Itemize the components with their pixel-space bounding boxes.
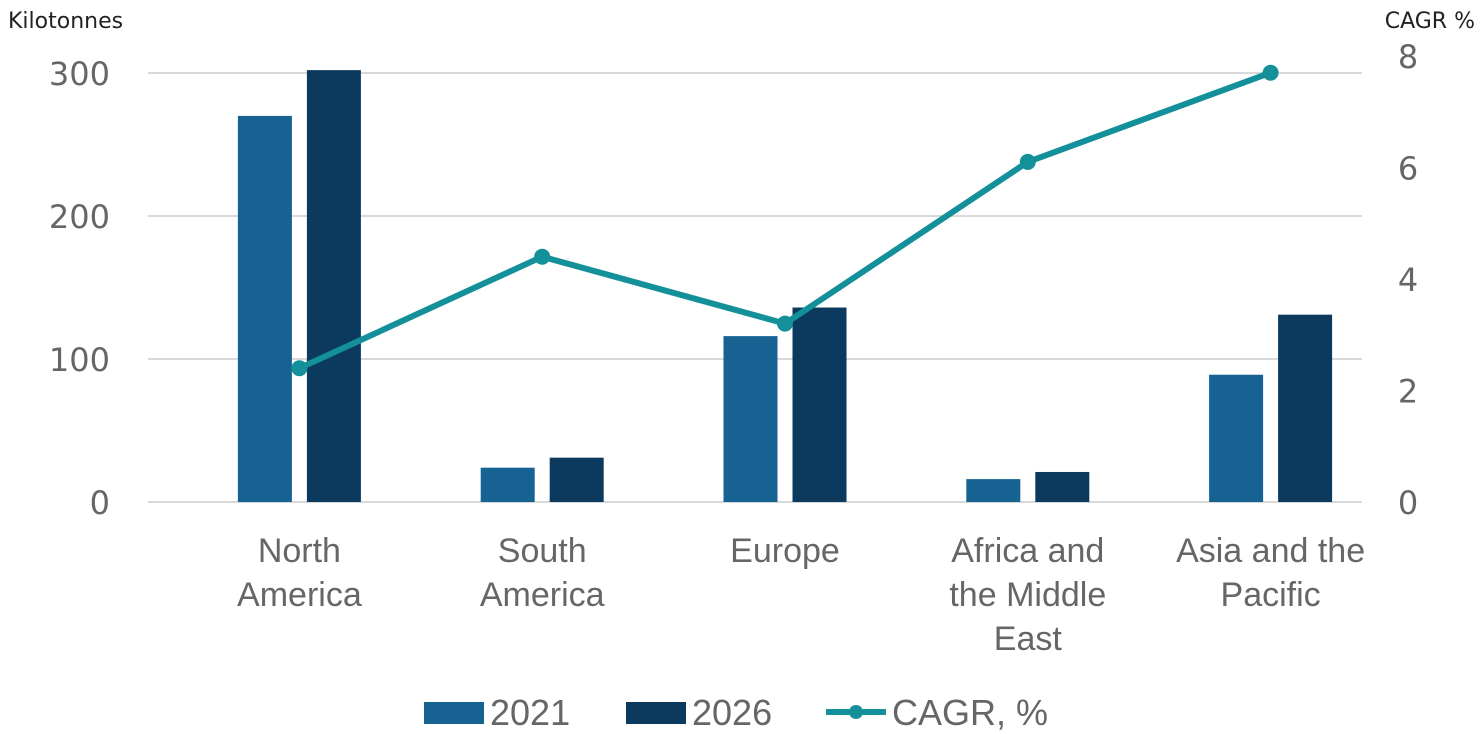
right-tick-label: 2 [1398,373,1418,411]
bars [237,70,1333,503]
left-tick-label: 200 [49,198,110,236]
legend-label: CAGR, % [892,692,1048,733]
left-axis-title: Kilotonnes [8,9,123,34]
legend-label: 2026 [692,692,772,733]
bar-2021-asia-and-the-pacific [1209,374,1264,502]
legend-swatch-2021 [424,702,484,724]
category-label: Europe [730,532,840,570]
left-axis-ticks: 0 100 200 300 [49,55,110,522]
bar-2026-europe [792,307,847,502]
left-tick-label: 100 [49,341,110,379]
right-axis-ticks: 0 2 4 6 8 [1398,38,1418,522]
bar-2021-north-america [237,115,292,503]
category-labels: North America South America Europe Africa and… [237,532,1365,658]
bar-2026-asia-and-the-pacific [1278,314,1333,502]
bar-2026-africa-and-the-middle-east [1035,471,1090,502]
cagr-point-north-america [291,360,308,377]
cagr-line [291,64,1279,377]
category-label: Asia and the Pacific [1176,532,1365,614]
cagr-point-africa-and-the-middle-east [1019,153,1036,170]
right-tick-label: 0 [1398,484,1418,522]
category-label: North America [237,532,362,614]
cagr-point-europe [777,315,793,332]
category-label: South America [480,532,605,614]
right-axis-title: CAGR % [1385,9,1475,34]
bar-2021-south-america [480,467,535,502]
bar-2021-europe [723,336,778,502]
left-tick-label: 300 [49,55,110,93]
right-tick-label: 6 [1398,150,1418,188]
bar-2026-north-america [306,70,361,502]
legend-swatch-2026 [626,702,686,724]
cagr-point-asia-and-the-pacific [1262,64,1279,81]
right-tick-label: 4 [1398,261,1418,299]
legend-marker [849,705,863,719]
legend-label: 2021 [490,692,570,733]
cagr-point-south-america [534,248,551,265]
legend: 2021 2026 CAGR, % [424,692,1048,733]
category-label: Africa and the Middle East [949,532,1106,658]
right-tick-label: 8 [1398,38,1418,76]
bar-2026-south-america [549,457,604,502]
bar-2021-africa-and-the-middle-east [966,479,1021,502]
left-tick-label: 0 [90,484,110,522]
